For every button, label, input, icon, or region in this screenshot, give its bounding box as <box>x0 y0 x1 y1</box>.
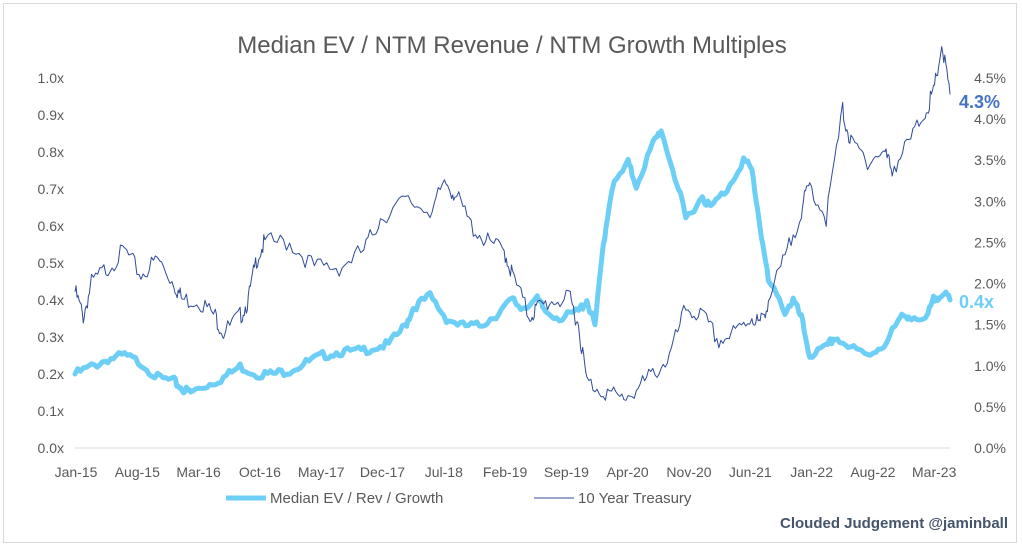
left-tick-label: 0.1x <box>38 403 64 419</box>
right-axis: 0.0% 0.5% 1.0% 1.5% 2.0% 2.5% 3.0% 3.5% 4.0% 4.5% <box>974 70 1006 456</box>
chart-frame: Median EV / NTM Revenue / NTM Growth Mul… <box>3 3 1017 543</box>
credit-text: Clouded Judgement @jaminball <box>780 515 1008 532</box>
x-tick-label: Nov-20 <box>666 464 711 480</box>
legend-treasury-label: 10 Year Treasury <box>578 490 692 507</box>
x-tick-label: May-17 <box>298 464 345 480</box>
x-tick-label: Feb-19 <box>483 464 528 480</box>
left-tick-label: 0.4x <box>38 292 64 308</box>
right-tick-label: 1.0% <box>974 358 1006 374</box>
right-tick-label: 4.5% <box>974 70 1006 86</box>
left-axis: 0.0x 0.1x 0.2x 0.3x 0.4x 0.5x 0.6x 0.7x 0.8x 0.9x… <box>38 70 64 456</box>
x-tick-label: Aug-15 <box>115 464 160 480</box>
chart-title: Median EV / NTM Revenue / NTM Growth Mul… <box>237 32 787 59</box>
left-tick-label: 0.6x <box>38 218 64 234</box>
x-tick-label: Oct-16 <box>239 464 281 480</box>
x-tick-label: Apr-20 <box>607 464 649 480</box>
x-tick-label: Mar-23 <box>912 464 957 480</box>
x-tick-label: Dec-17 <box>360 464 405 480</box>
chart-svg: Median EV / NTM Revenue / NTM Growth Mul… <box>38 32 1008 532</box>
x-axis: Jan-15 Aug-15 Mar-16 Oct-16 May-17 Dec-17 Jul-… <box>55 464 957 480</box>
x-tick-label: Jun-21 <box>729 464 772 480</box>
left-tick-label: 0.9x <box>38 107 64 123</box>
left-tick-label: 0.3x <box>38 329 64 345</box>
ev-end-label: 0.4x <box>959 292 994 312</box>
x-tick-label: Mar-16 <box>176 464 221 480</box>
right-tick-label: 4.0% <box>974 111 1006 127</box>
x-tick-label: Jan-15 <box>55 464 98 480</box>
left-tick-label: 0.8x <box>38 144 64 160</box>
x-tick-label: Jul-18 <box>425 464 463 480</box>
right-tick-label: 0.0% <box>974 440 1006 456</box>
left-tick-label: 0.7x <box>38 181 64 197</box>
right-tick-label: 0.5% <box>974 399 1006 415</box>
treasury-end-label: 4.3% <box>959 92 1000 112</box>
left-tick-label: 0.5x <box>38 255 64 271</box>
right-tick-label: 2.5% <box>974 234 1006 250</box>
legend-ev-label: Median EV / Rev / Growth <box>270 490 443 507</box>
right-tick-label: 3.0% <box>974 193 1006 209</box>
series-median-ev-rev-growth-line <box>72 128 953 396</box>
right-tick-label: 1.5% <box>974 317 1006 333</box>
left-tick-label: 1.0x <box>38 70 64 86</box>
series-10-year-treasury-line <box>74 46 951 401</box>
right-tick-label: 3.5% <box>974 152 1006 168</box>
x-tick-label: Aug-22 <box>850 464 895 480</box>
left-tick-label: 0.0x <box>38 440 64 456</box>
left-tick-label: 0.2x <box>38 366 64 382</box>
legend: Median EV / Rev / Growth 10 Year Treasur… <box>226 490 692 507</box>
right-tick-label: 2.0% <box>974 276 1006 292</box>
x-tick-label: Sep-19 <box>544 464 589 480</box>
x-tick-label: Jan-22 <box>790 464 833 480</box>
